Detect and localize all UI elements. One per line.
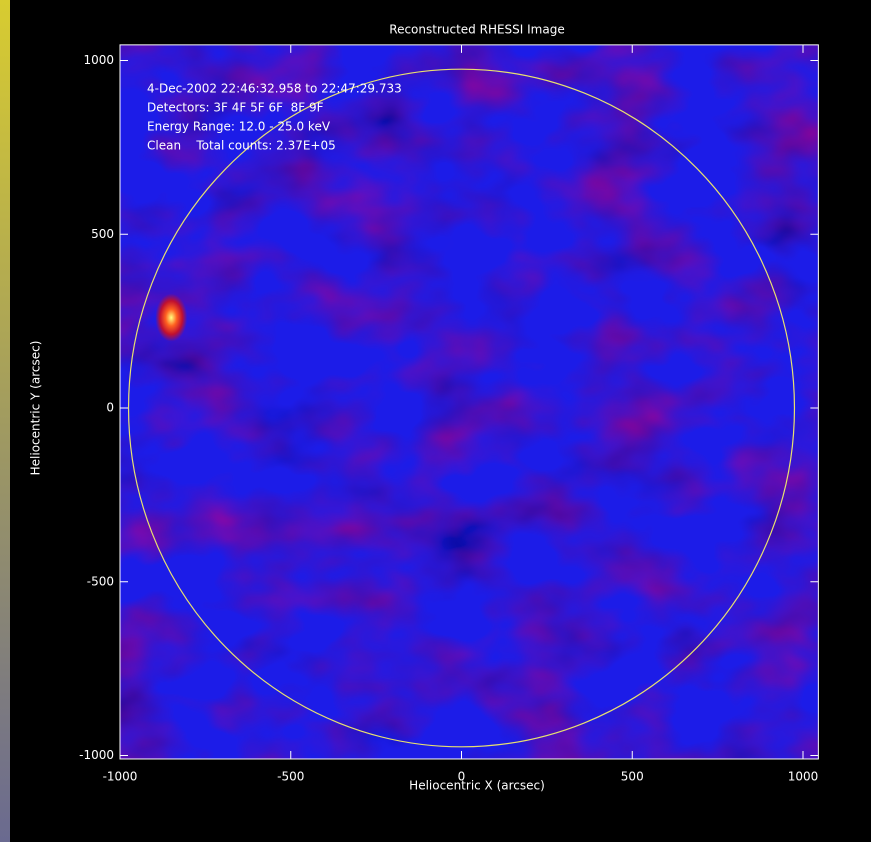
x-tick-label: -500 <box>277 769 304 783</box>
y-tick-label: -500 <box>87 574 114 588</box>
y-tick-label: 500 <box>91 227 114 241</box>
x-tick-label: 0 <box>458 769 466 783</box>
x-tick-label: -1000 <box>103 769 138 783</box>
page: Reconstructed RHESSI Image Heliocentric … <box>0 0 871 842</box>
x-tick-label: 500 <box>621 769 644 783</box>
chart-title: Reconstructed RHESSI Image <box>389 23 564 37</box>
source <box>155 294 187 342</box>
side-strip <box>0 0 10 842</box>
x-axis-label: Heliocentric X (arcsec) <box>409 779 545 793</box>
chart: Reconstructed RHESSI Image Heliocentric … <box>0 0 871 842</box>
annotation: 4-Dec-2002 22:46:32.958 to 22:47:29.733 <box>147 82 402 96</box>
y-axis-label: Heliocentric Y (arcsec) <box>29 341 43 476</box>
annotation: Energy Range: 12.0 - 25.0 keV <box>147 120 331 134</box>
y-tick-label: 1000 <box>83 53 114 67</box>
x-tick-label: 1000 <box>788 769 819 783</box>
y-tick-label: 0 <box>106 401 114 415</box>
annotation: Clean Total counts: 2.37E+05 <box>147 139 336 153</box>
annotation: Detectors: 3F 4F 5F 6F 8F 9F <box>147 101 324 115</box>
y-tick-label: -1000 <box>79 748 114 762</box>
